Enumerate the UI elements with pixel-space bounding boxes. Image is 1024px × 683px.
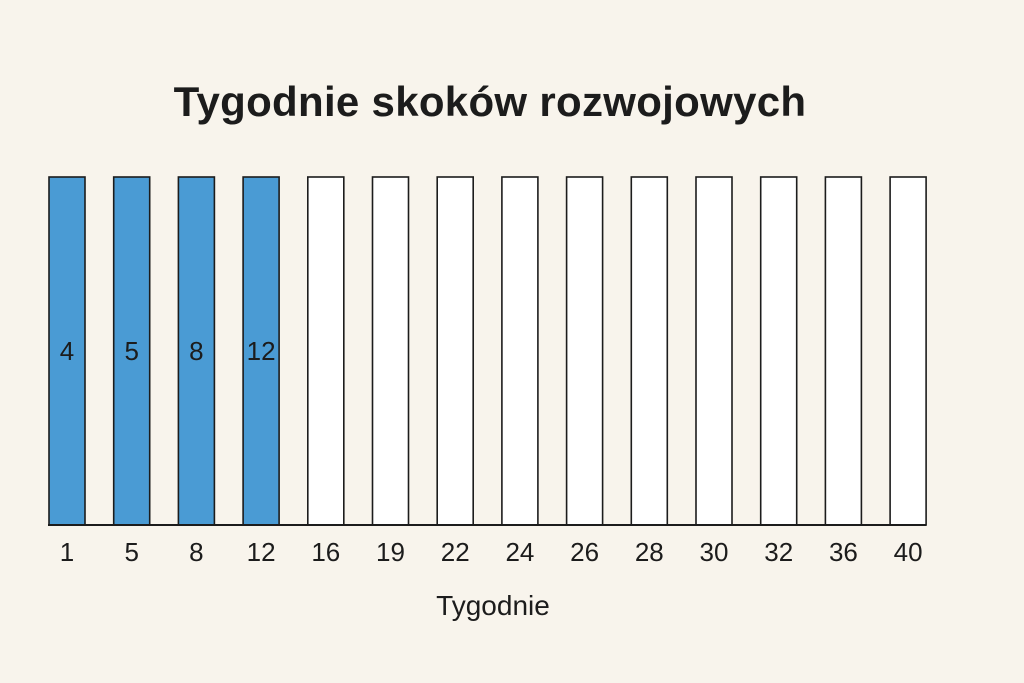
bar-week-28 [630,176,669,526]
x-tick-label-5: 5 [124,537,138,567]
x-tick-label-30: 30 [700,537,729,567]
bar-week-26 [565,176,604,526]
x-tick-label-16: 16 [311,537,340,567]
x-tick-label-22: 22 [441,537,470,567]
bar-week-24 [501,176,539,526]
x-tick-label-28: 28 [635,537,664,567]
bar-label-1: 4 [60,336,74,366]
x-tick-label-26: 26 [570,537,599,567]
x-tick-label-36: 36 [829,537,858,567]
x-tick-labels: 1 5 8 12 16 19 22 24 26 28 30 32 36 40 [60,537,923,567]
bar-week-32 [759,176,798,526]
bar-label-8: 8 [189,336,203,366]
bar-week-36 [824,176,863,526]
chart-title: Tygodnie skoków rozwojowych [173,78,807,125]
bars-layer: 4 5 8 12 [48,176,927,526]
x-axis-label: Tygodnie [436,590,550,621]
bar-week-40 [889,176,927,526]
x-tick-label-32: 32 [764,537,793,567]
bar-week-19 [371,176,410,526]
bar-week-1 [48,176,86,526]
x-tick-label-19: 19 [376,537,405,567]
x-tick-label-12: 12 [247,537,276,567]
bar-week-5 [112,176,151,526]
x-tick-label-1: 1 [60,537,74,567]
x-tick-label-24: 24 [505,537,534,567]
bar-week-16 [306,176,345,526]
bar-week-30 [695,176,733,526]
bar-week-22 [436,176,475,526]
x-tick-label-40: 40 [894,537,923,567]
bar-label-12: 12 [247,336,276,366]
bar-week-8 [177,176,216,526]
bar-label-5: 5 [124,336,138,366]
x-tick-label-8: 8 [189,537,203,567]
